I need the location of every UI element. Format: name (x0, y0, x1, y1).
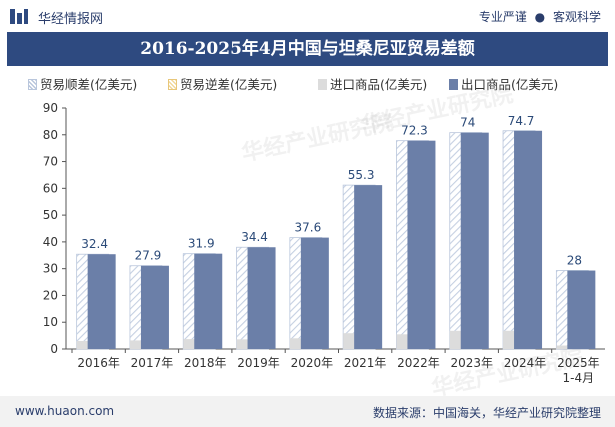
data-label-surplus: 55.3 (348, 168, 375, 182)
x-tick-label: 1-4月 (563, 371, 595, 385)
data-label-surplus: 31.9 (188, 237, 215, 251)
y-tick-label: 40 (43, 235, 58, 249)
tagline: 专业严谨 ● 客观科学 (479, 8, 601, 25)
bar-export (194, 253, 223, 349)
y-tick-label: 60 (43, 181, 58, 195)
footer-bar: www.huaon.com 数据来源：中国海关，华经产业研究院整理 (0, 396, 615, 427)
data-label-surplus: 37.6 (294, 221, 321, 235)
x-tick-label: 2023年 (450, 356, 493, 370)
chart-title: 2016-2025年4月中国与坦桑尼亚贸易差额 (7, 32, 608, 66)
bar-export (300, 237, 329, 349)
tagline-objective: 客观科学 (552, 10, 601, 24)
x-tick-label: 2020年 (291, 356, 334, 370)
data-label-surplus: 32.4 (81, 237, 108, 251)
legend-swatch-surplus (28, 79, 37, 90)
bar-export (140, 265, 169, 349)
logo-icon (10, 9, 28, 24)
legend-swatch-deficit (168, 79, 177, 90)
tagline-dot: ● (534, 10, 546, 24)
x-tick-label: 2016年 (77, 356, 120, 370)
chart-legend: 贸易顺差(亿美元) 贸易逆差(亿美元) 进口商品(亿美元) 出口商品(亿美元) (28, 72, 608, 92)
y-tick-label: 20 (43, 288, 58, 302)
y-tick-label: 70 (43, 155, 58, 169)
top-bar: 华经情报网 专业严谨 ● 客观科学 (0, 0, 615, 32)
y-tick-label: 30 (43, 262, 58, 276)
bar-export (460, 132, 489, 349)
legend-item-import: 进口商品(亿美元) (318, 74, 427, 93)
data-label-surplus: 74.7 (508, 114, 535, 128)
legend-item-surplus: 贸易顺差(亿美元) (28, 74, 137, 93)
legend-item-deficit: 贸易逆差(亿美元) (168, 74, 277, 93)
x-tick-label: 2025年 (557, 356, 600, 370)
x-tick-label: 2019年 (237, 356, 280, 370)
chart-plot: 0 10 20 30 40 50 60 70 80 90 32.4 2016年 27.9 2017年 31.… (43, 101, 605, 385)
tagline-professional: 专业严谨 (478, 10, 527, 24)
y-tick-label: 50 (43, 208, 58, 222)
x-tick-label: 2024年 (504, 356, 547, 370)
bar-export (407, 140, 436, 349)
y-tick-label: 0 (50, 342, 58, 356)
legend-swatch-export (449, 79, 458, 90)
legend-label-deficit: 贸易逆差(亿美元) (180, 77, 278, 92)
data-label-surplus: 27.9 (135, 249, 162, 263)
bar-export (87, 254, 116, 349)
y-tick-label: 90 (43, 101, 58, 115)
y-tick-label: 80 (43, 128, 58, 142)
footer-site-link[interactable]: www.huaon.com (15, 404, 115, 418)
legend-label-export: 出口商品(亿美元) (461, 77, 559, 92)
footer-source: 数据来源：中国海关，华经产业研究院整理 (372, 406, 601, 420)
bar-export (567, 270, 596, 349)
legend-swatch-import (318, 79, 327, 90)
bar-export (247, 247, 276, 349)
x-tick-label: 2022年 (397, 356, 440, 370)
data-label-surplus: 74 (460, 116, 475, 130)
y-tick-label: 10 (43, 315, 58, 329)
data-label-surplus: 28 (567, 254, 582, 268)
legend-label-import: 进口商品(亿美元) (330, 77, 428, 92)
brand-name: 华经情报网 (38, 12, 104, 27)
data-label-surplus: 34.4 (241, 230, 268, 244)
bar-export (354, 185, 383, 349)
x-tick-label: 2021年 (344, 356, 387, 370)
x-tick-label: 2018年 (184, 356, 227, 370)
data-label-surplus: 72.3 (401, 124, 428, 138)
legend-item-export: 出口商品(亿美元) (449, 74, 558, 93)
x-tick-label: 2017年 (131, 356, 174, 370)
bar-export (514, 130, 543, 349)
legend-label-surplus: 贸易顺差(亿美元) (40, 77, 138, 92)
